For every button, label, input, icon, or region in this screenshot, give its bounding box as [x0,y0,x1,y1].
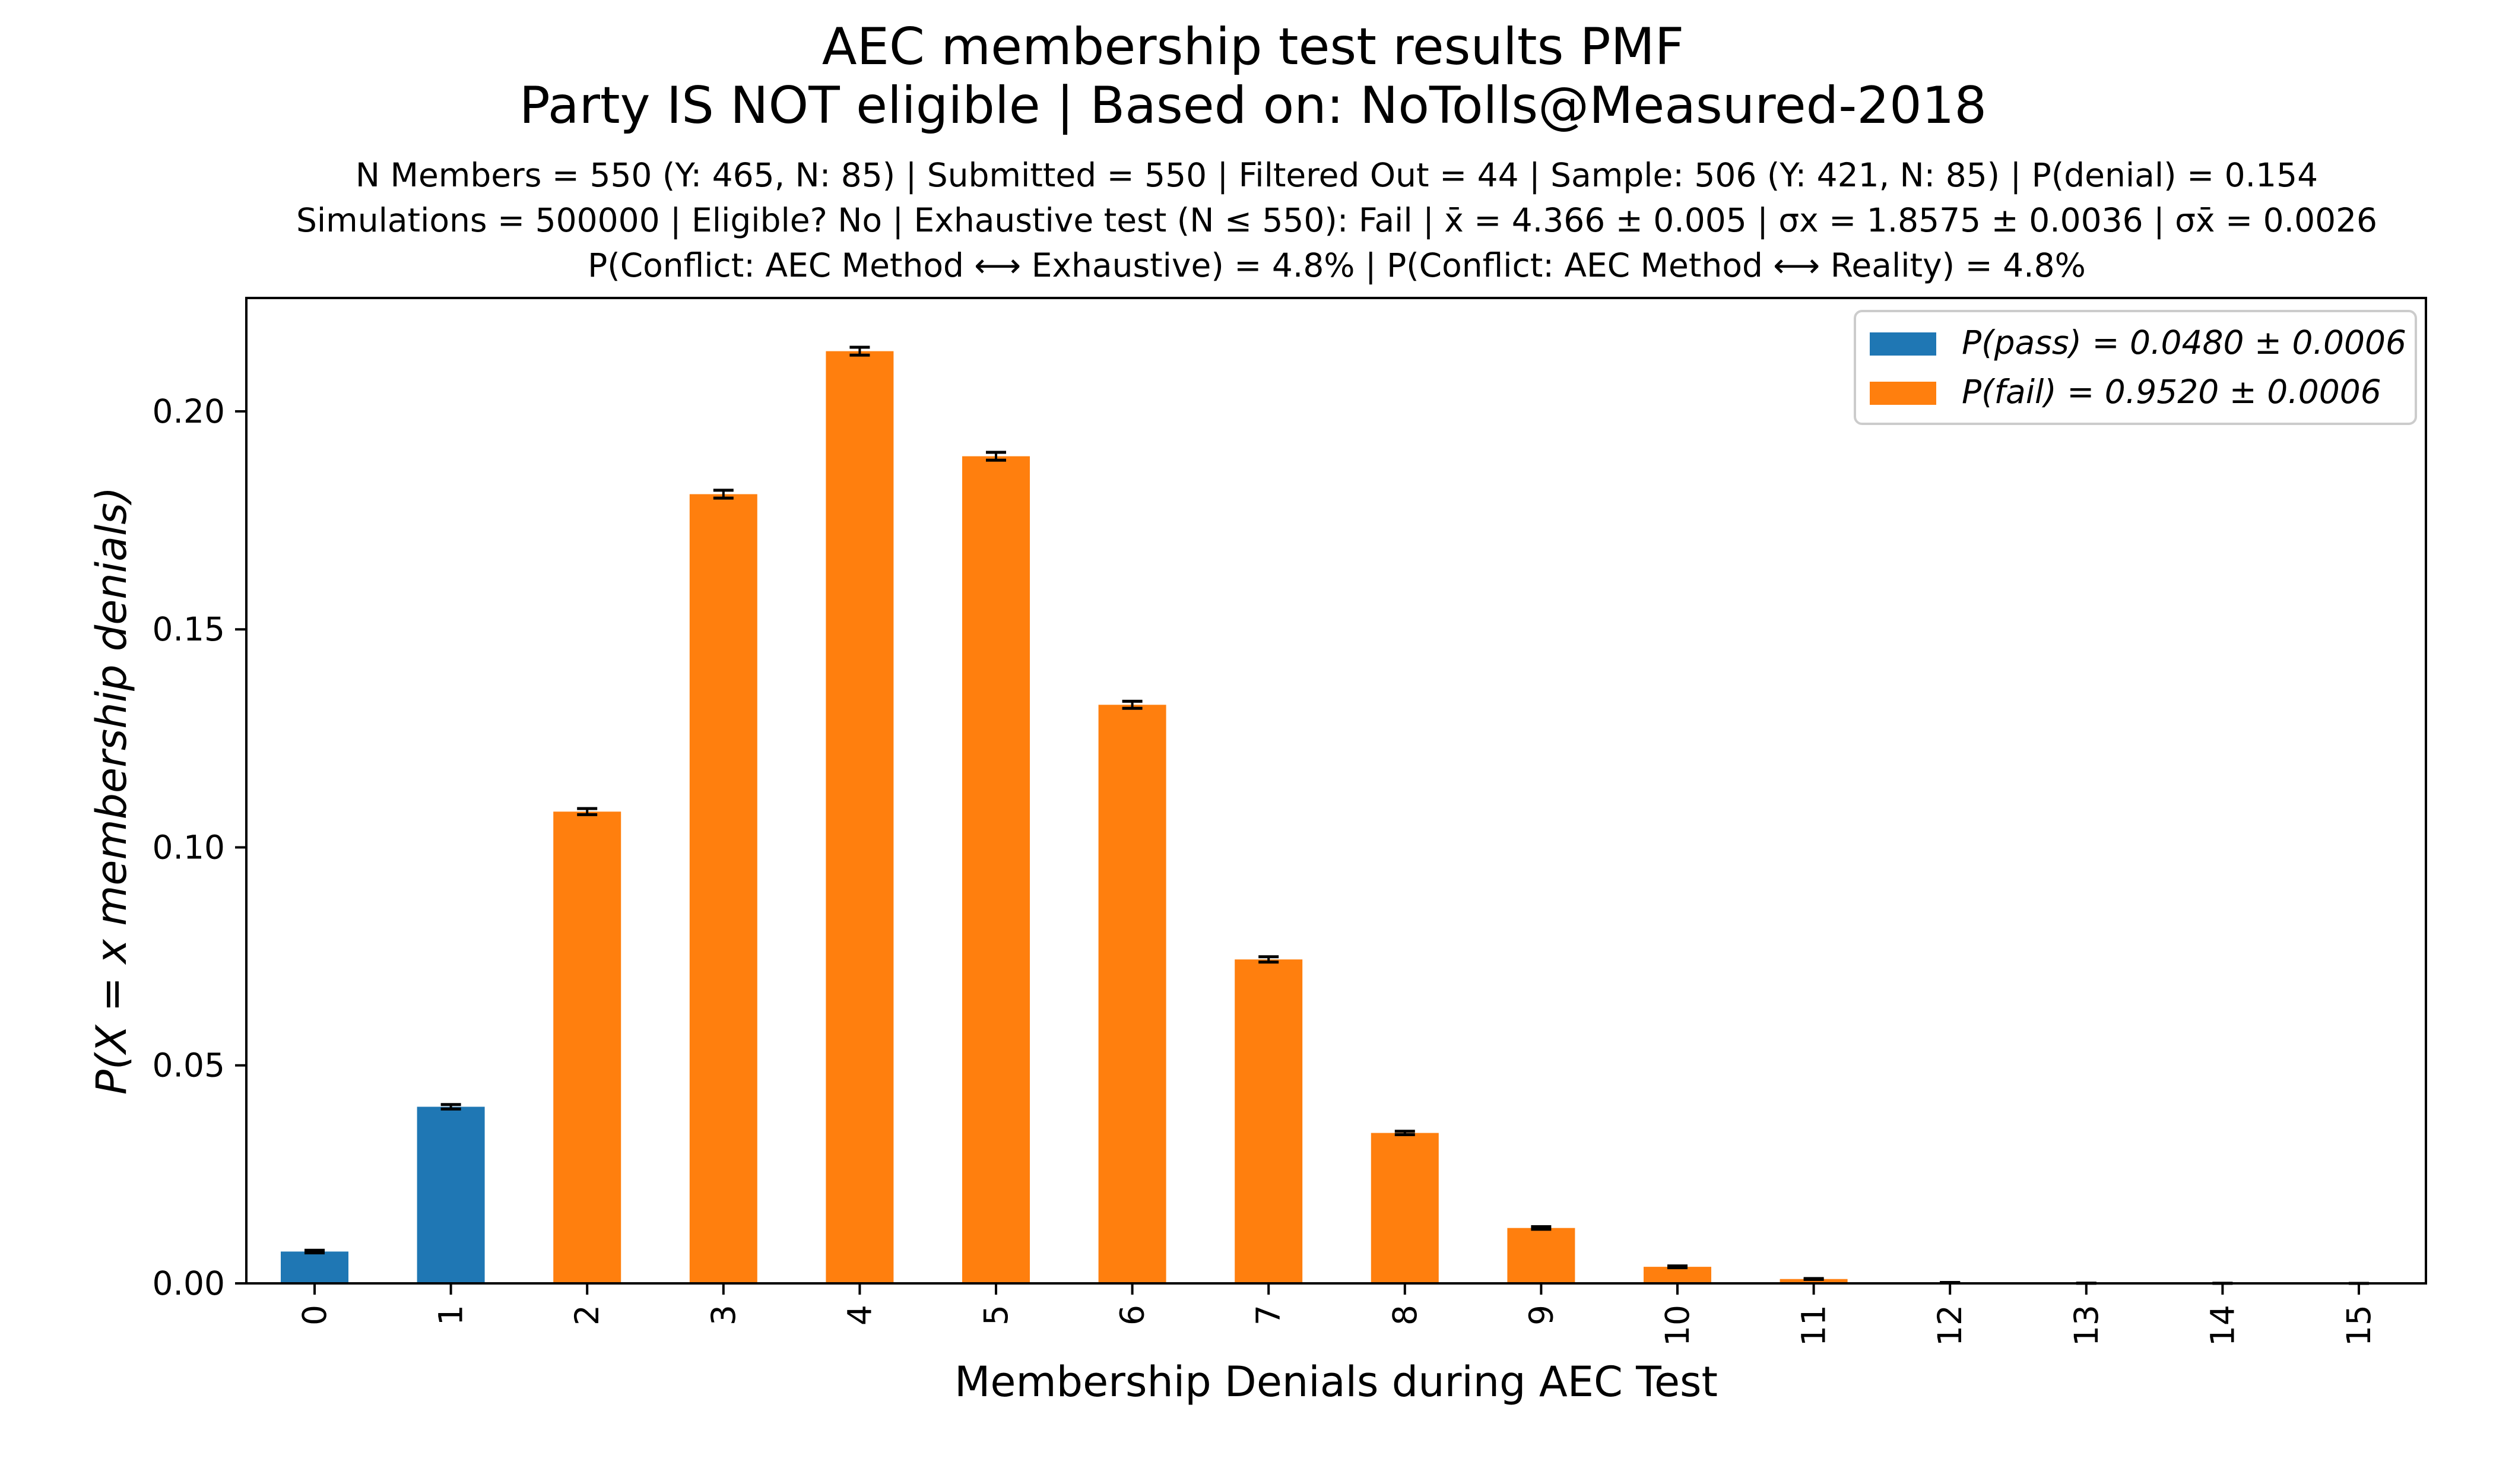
legend: P(pass) = 0.0480 ± 0.0006 P(fail) = 0.95… [1854,310,2417,425]
bar-11 [1780,1279,1848,1283]
legend-swatch-fail [1870,382,1936,405]
bar-1 [417,1106,485,1283]
chart-title-line-1: AEC membership test results PMF [822,17,1684,77]
error-bar-5 [986,451,1006,462]
chart-title-line-2: Party IS NOT eligible | Based on: NoToll… [519,76,1987,135]
y-tick-label: 0.00 [153,1264,225,1302]
bar-0 [281,1251,348,1283]
error-bar-2 [577,807,598,816]
bars-layer [281,351,2257,1283]
x-tick-label-5: 5 [977,1305,1015,1326]
error-bar-8 [1394,1130,1415,1136]
y-axis: 0.00 0.05 0.10 0.15 0.20 [153,392,246,1302]
x-tick-label-1: 1 [432,1305,470,1326]
error-bar-11 [1803,1277,1824,1281]
chart-subtitle-line-1: N Members = 550 (Y: 465, N: 85) | Submit… [356,156,2318,195]
legend-label-fail: P(fail) = 0.9520 ± 0.0006 [1962,373,2381,411]
x-tick-label-13: 13 [2067,1305,2105,1346]
x-tick-label-3: 3 [705,1305,743,1326]
x-tick-label-9: 9 [1522,1305,1560,1326]
legend-box [1854,310,2417,425]
x-tick-label-6: 6 [1114,1305,1152,1326]
chart-subtitle-line-2: Simulations = 500000 | Eligible? No | Ex… [296,201,2377,240]
x-axis-label: Membership Denials during AEC Test [954,1358,1718,1406]
error-bar-6 [1122,699,1143,710]
x-axis: 0 1 2 3 4 5 6 7 8 9 10 11 12 13 14 15 [296,1283,2378,1346]
x-tick-label-15: 15 [2340,1305,2378,1346]
x-tick-label-12: 12 [1931,1305,1969,1346]
bar-9 [1507,1228,1575,1283]
y-tick-label: 0.10 [153,829,225,867]
x-tick-label-7: 7 [1249,1305,1287,1326]
error-bar-10 [1667,1264,1688,1270]
x-tick-label-8: 8 [1386,1305,1424,1326]
error-bar-7 [1258,955,1279,964]
y-tick-label: 0.05 [153,1047,225,1085]
bar-3 [689,494,757,1283]
bar-7 [1235,959,1303,1283]
error-bar-3 [713,489,734,500]
x-tick-label-14: 14 [2203,1305,2241,1346]
x-tick-label-4: 4 [840,1305,878,1326]
error-bar-4 [849,345,870,357]
error-bar-0 [305,1248,325,1255]
bar-4 [826,351,894,1283]
chart-subtitle-line-3: P(Conflict: AEC Method ⟷ Exhaustive) = 4… [588,246,2086,285]
y-tick-label: 0.15 [153,610,225,648]
legend-swatch-pass [1870,332,1936,356]
bar-10 [1644,1267,1711,1283]
x-tick-label-2: 2 [568,1305,606,1326]
bar-2 [553,811,621,1283]
error-bar-9 [1531,1225,1552,1231]
bar-6 [1098,705,1166,1283]
y-axis-label: P(X = x membership denials) [87,487,136,1095]
x-tick-label-11: 11 [1795,1305,1833,1346]
x-tick-label-0: 0 [296,1305,334,1326]
error-bar-1 [440,1103,461,1111]
plot-frame [245,297,2427,1285]
y-tick-label: 0.20 [153,392,225,430]
bar-5 [962,456,1030,1283]
x-tick-label-10: 10 [1658,1305,1696,1346]
bar-8 [1371,1133,1439,1283]
legend-label-pass: P(pass) = 0.0480 ± 0.0006 [1962,324,2406,362]
